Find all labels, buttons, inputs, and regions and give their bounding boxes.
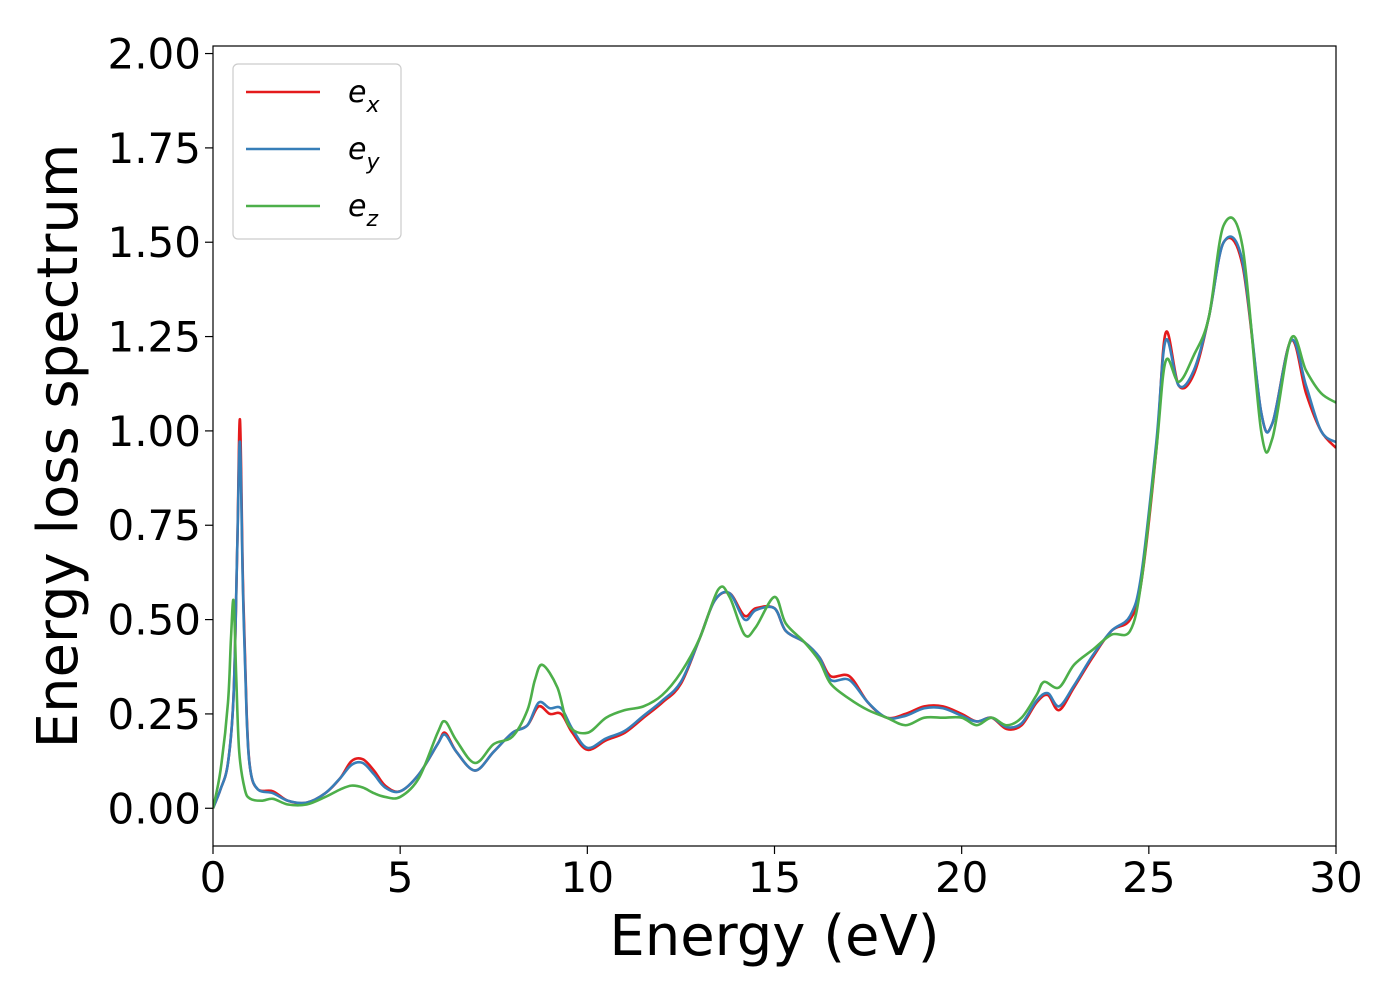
x-axis-label: Energy (eV) [609, 904, 939, 969]
legend-label: ez [348, 189, 378, 232]
legend: ex ey ez [232, 63, 402, 240]
legend-label: ex [348, 75, 380, 118]
legend-label: ey [348, 132, 380, 175]
legend-box [232, 63, 402, 240]
y-tick-label: 2.00 [107, 30, 201, 79]
y-axis: 0.00 0.25 0.50 0.75 1.00 1.25 1.50 1.75 2.00 [107, 30, 213, 833]
y-tick-label: 0.25 [107, 690, 201, 739]
x-tick-label: 0 [200, 853, 227, 902]
y-tick-label: 0.50 [107, 596, 201, 645]
y-tick-label: 1.50 [107, 218, 201, 267]
series-line-e-z [213, 216, 1336, 809]
x-tick-label: 30 [1309, 853, 1362, 902]
y-tick-label: 1.00 [107, 407, 201, 456]
x-tick-label: 10 [561, 853, 614, 902]
y-tick-label: 1.75 [107, 124, 201, 173]
y-tick-label: 0.00 [107, 784, 201, 833]
x-tick-label: 5 [387, 853, 414, 902]
series-line-e-x [213, 236, 1336, 809]
y-axis-label: Energy loss spectrum [26, 144, 91, 749]
x-tick-label: 20 [935, 853, 988, 902]
series-layer [213, 216, 1336, 809]
x-tick-label: 15 [748, 853, 801, 902]
y-tick-label: 1.25 [107, 313, 201, 362]
x-tick-label: 25 [1122, 853, 1175, 902]
series-line-e-y [213, 235, 1336, 809]
y-tick-label: 0.75 [107, 501, 201, 550]
x-axis: 0 5 10 15 20 25 30 [200, 846, 1363, 902]
